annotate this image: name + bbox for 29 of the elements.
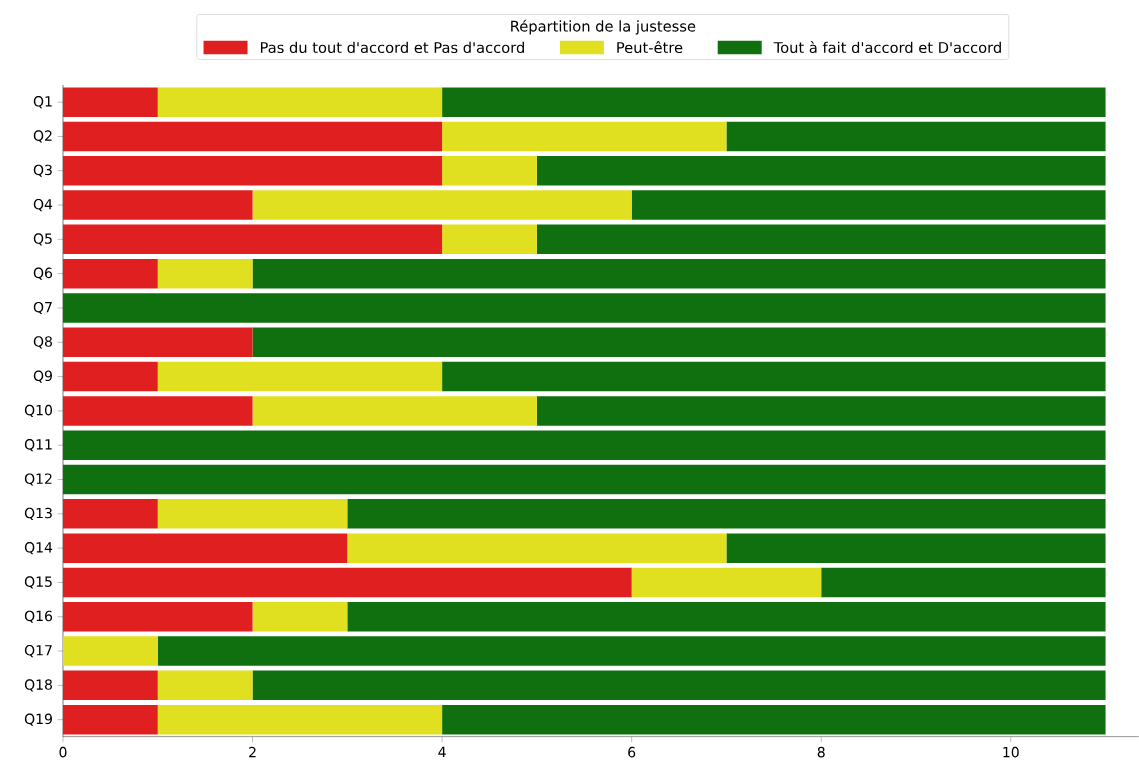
y-tick-label: Q7 — [33, 301, 52, 315]
x-tick-label: 8 — [817, 746, 825, 758]
y-tick-label: Q4 — [33, 199, 53, 212]
y-tick-label: Q15 — [24, 576, 52, 589]
y-tick-label: Q6 — [33, 267, 53, 280]
y-tick-label: Q12 — [24, 473, 52, 486]
y-tick-label: Q10 — [24, 404, 52, 418]
legend-label: Peut-être — [617, 41, 683, 54]
y-tick-label: Q9 — [33, 370, 52, 383]
x-tick-label: 4 — [438, 746, 446, 758]
y-tick-label: Q14 — [24, 542, 53, 555]
x-tick-label: 6 — [628, 746, 636, 758]
legend-title: Répartition de la justesse — [511, 19, 696, 35]
legend-label: Pas du tout d'accord et Pas d'accord — [260, 41, 524, 54]
x-tick-label: 2 — [249, 746, 256, 758]
y-tick-label: Q16 — [24, 610, 53, 623]
y-tick-label: Q13 — [24, 507, 52, 521]
y-tick-label: Q19 — [24, 713, 52, 726]
y-tick-label: Q17 — [24, 645, 52, 658]
legend-label: Tout à fait d'accord et D'accord — [773, 41, 1001, 54]
y-tick-label: Q11 — [24, 439, 52, 452]
y-tick-label: Q5 — [33, 233, 52, 246]
x-tick-label: 10 — [1003, 746, 1019, 758]
x-tick-label: 0 — [59, 746, 67, 758]
y-tick-label: Q2 — [33, 130, 52, 143]
y-tick-label: Q3 — [33, 164, 52, 177]
y-tick-label: Q8 — [33, 336, 52, 349]
y-tick-label: Q18 — [24, 679, 52, 692]
y-tick-label: Q1 — [33, 96, 52, 109]
